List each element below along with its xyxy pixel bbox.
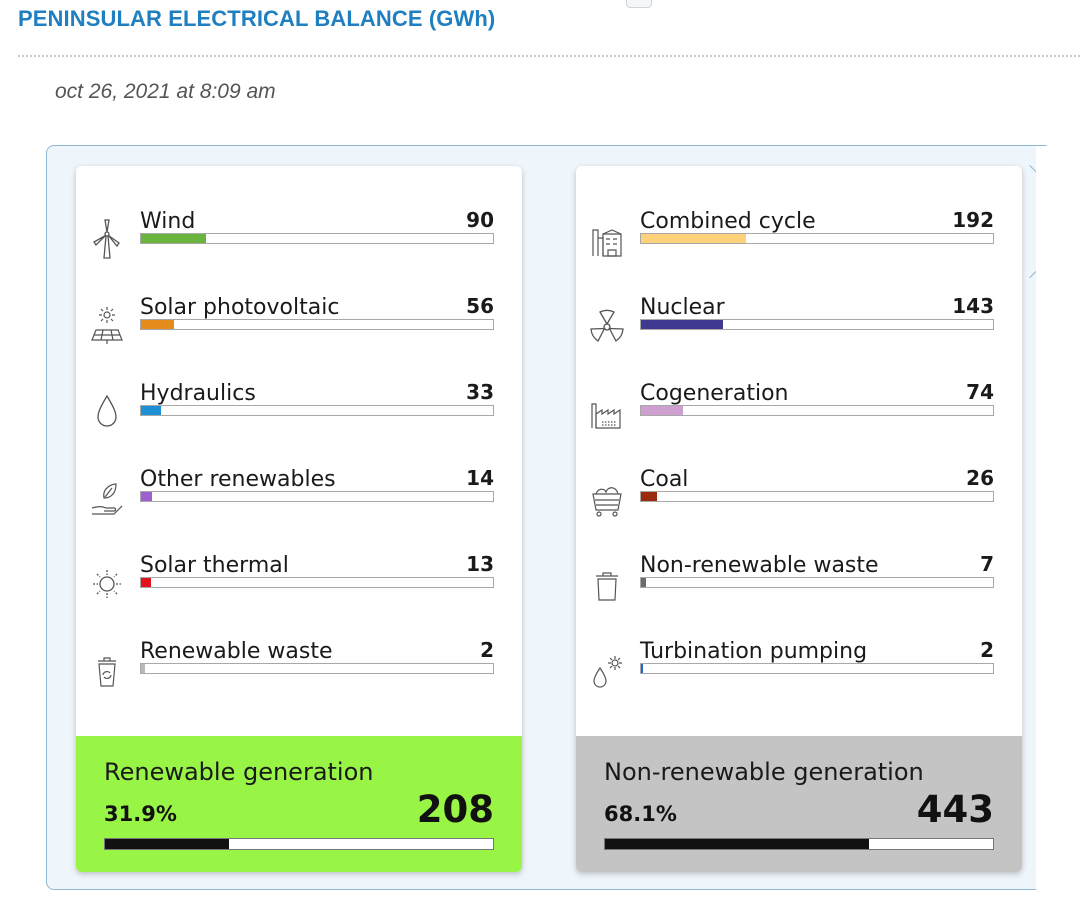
source-row-coal[interactable]: Coal 26 — [576, 442, 1022, 526]
source-label: Cogeneration — [640, 381, 789, 406]
share-bar — [640, 319, 994, 330]
source-label: Renewable waste — [140, 639, 333, 664]
share-bar-fill — [141, 492, 152, 501]
source-value: 74 — [966, 380, 994, 404]
share-bar — [640, 577, 994, 588]
source-row-nuclear[interactable]: Nuclear 143 — [576, 270, 1022, 354]
share-bar-fill — [141, 234, 207, 243]
renewable-card: Wind 90 Solar photovoltaic 56 Hydraulics 33 Ot… — [76, 166, 522, 872]
source-row-wind[interactable]: Wind 90 — [76, 184, 522, 268]
share-bar — [140, 233, 494, 244]
nonrenewable-card: Combined cycle 192 Nuclear 143 Cogeneration 7… — [576, 166, 1022, 872]
nuclear-icon — [584, 302, 630, 348]
source-label: Solar photovoltaic — [140, 295, 340, 320]
share-bar — [640, 405, 994, 416]
source-value: 26 — [966, 466, 994, 490]
export-tab[interactable] — [626, 0, 652, 8]
total-share-bar — [604, 838, 994, 850]
share-bar — [140, 663, 494, 674]
recycle-bin-icon — [84, 646, 130, 692]
source-value: 33 — [466, 380, 494, 404]
source-value: 14 — [466, 466, 494, 490]
source-row-other-renewables[interactable]: Other renewables 14 — [76, 442, 522, 526]
total-value: 208 — [416, 788, 494, 831]
total-share-bar-fill — [105, 839, 229, 849]
drop-gear-icon — [584, 646, 630, 692]
water-drop-icon — [84, 388, 130, 434]
source-row-combined-cycle[interactable]: Combined cycle 192 — [576, 184, 1022, 268]
source-label: Wind — [140, 209, 196, 234]
source-row-cogeneration[interactable]: Cogeneration 74 — [576, 356, 1022, 440]
share-bar — [640, 663, 994, 674]
source-label: Combined cycle — [640, 209, 816, 234]
source-value: 7 — [980, 552, 994, 576]
source-label: Hydraulics — [140, 381, 256, 406]
share-bar-fill — [141, 406, 162, 415]
solar-panel-icon — [84, 302, 130, 348]
trash-bin-icon — [584, 560, 630, 606]
total-share-bar — [104, 838, 494, 850]
source-value: 2 — [480, 638, 494, 662]
source-row-non-renewable-waste[interactable]: Non-renewable waste 7 — [576, 528, 1022, 612]
share-bar-fill — [141, 320, 174, 329]
source-value: 90 — [466, 208, 494, 232]
share-bar-fill — [641, 406, 683, 415]
share-bar — [140, 319, 494, 330]
share-bar-fill — [641, 578, 647, 587]
total-share-bar-fill — [605, 839, 870, 849]
timestamp: oct 26, 2021 at 8:09 am — [55, 80, 276, 103]
share-bar-fill — [141, 578, 151, 587]
share-bar-fill — [641, 664, 644, 673]
source-label: Nuclear — [640, 295, 725, 320]
source-label: Coal — [640, 467, 689, 492]
total-percent: 68.1% — [604, 802, 677, 826]
nonrenewable-total-footer: Non-renewable generation 68.1% 443 — [576, 736, 1022, 872]
leaf-hand-icon — [84, 474, 130, 520]
total-value: 443 — [916, 788, 994, 831]
page-title: PENINSULAR ELECTRICAL BALANCE (GWh) — [18, 6, 496, 31]
share-bar — [140, 491, 494, 502]
source-value: 143 — [952, 294, 994, 318]
factory-icon — [584, 388, 630, 434]
share-bar — [640, 233, 994, 244]
source-row-solar-photovoltaic[interactable]: Solar photovoltaic 56 — [76, 270, 522, 354]
total-label: Renewable generation — [104, 758, 374, 786]
wind-turbine-icon — [84, 216, 130, 262]
total-percent: 31.9% — [104, 802, 177, 826]
coal-cart-icon — [584, 474, 630, 520]
source-value: 2 — [980, 638, 994, 662]
share-bar — [140, 405, 494, 416]
share-bar-fill — [641, 492, 657, 501]
source-value: 56 — [466, 294, 494, 318]
source-value: 192 — [952, 208, 994, 232]
source-row-solar-thermal[interactable]: Solar thermal 13 — [76, 528, 522, 612]
source-row-renewable-waste[interactable]: Renewable waste 2 — [76, 614, 522, 698]
source-value: 13 — [466, 552, 494, 576]
share-bar-fill — [641, 320, 723, 329]
power-plant-icon — [584, 216, 630, 262]
share-bar-fill — [141, 664, 146, 673]
source-label: Other renewables — [140, 467, 336, 492]
source-label: Turbination pumping — [640, 639, 868, 664]
source-row-hydraulics[interactable]: Hydraulics 33 — [76, 356, 522, 440]
total-label: Non-renewable generation — [604, 758, 924, 786]
dotted-separator — [18, 55, 1080, 57]
sun-icon — [84, 560, 130, 606]
source-label: Non-renewable waste — [640, 553, 879, 578]
source-label: Solar thermal — [140, 553, 289, 578]
share-bar-fill — [641, 234, 747, 243]
source-row-turbination-pumping[interactable]: Turbination pumping 2 — [576, 614, 1022, 698]
share-bar — [140, 577, 494, 588]
renewable-total-footer: Renewable generation 31.9% 208 — [76, 736, 522, 872]
share-bar — [640, 491, 994, 502]
